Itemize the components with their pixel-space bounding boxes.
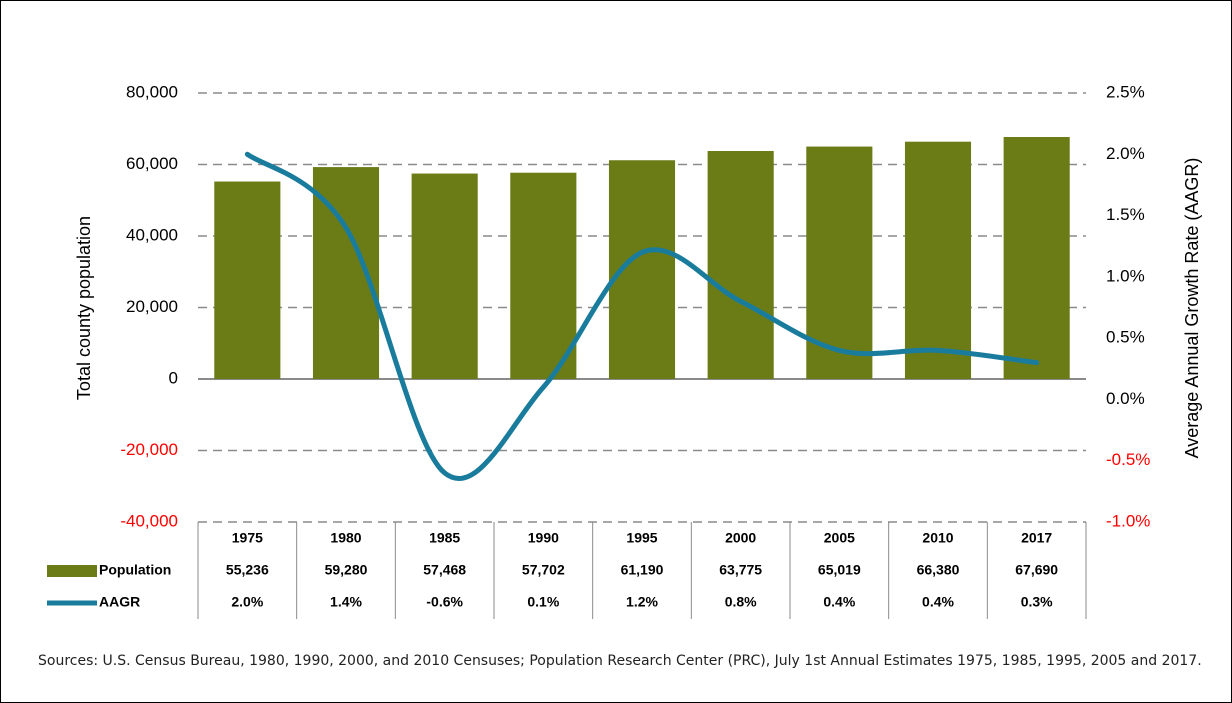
source-note: Sources: U.S. Census Bureau, 1980, 1990,… bbox=[38, 653, 1202, 669]
bar bbox=[411, 173, 478, 379]
table-value: 0.1% bbox=[527, 594, 559, 610]
y2-tick-label: 2.5% bbox=[1106, 82, 1145, 101]
x-tick-label: 1990 bbox=[528, 530, 559, 546]
table-value: 1.2% bbox=[626, 594, 658, 610]
y2-tick-label: 2.0% bbox=[1106, 144, 1145, 163]
table-value: 61,190 bbox=[621, 562, 664, 578]
y-axis-title: Total county population bbox=[74, 216, 94, 400]
table-value: 0.4% bbox=[922, 594, 954, 610]
bar bbox=[707, 151, 774, 379]
y-tick-label: -40,000 bbox=[120, 511, 178, 530]
bar bbox=[1003, 137, 1070, 379]
table-value: 1.4% bbox=[330, 594, 362, 610]
x-tick-label: 1985 bbox=[429, 530, 460, 546]
chart: Total county population Average Annual G… bbox=[47, 82, 1202, 619]
table-value: 55,236 bbox=[226, 562, 269, 578]
y-tick-label: 80,000 bbox=[126, 82, 178, 101]
x-tick-label: 2010 bbox=[922, 530, 953, 546]
y-tick-label: 40,000 bbox=[126, 225, 178, 244]
table-value: 66,380 bbox=[917, 562, 960, 578]
table-value: 67,690 bbox=[1015, 562, 1058, 578]
x-tick-label: 2000 bbox=[725, 530, 756, 546]
table-value: 0.4% bbox=[823, 594, 855, 610]
x-tick-label: 1980 bbox=[330, 530, 361, 546]
y2-tick-label: 1.5% bbox=[1106, 205, 1145, 224]
y2-tick-label: -0.5% bbox=[1106, 450, 1150, 469]
bar bbox=[904, 141, 972, 379]
table-value: 59,280 bbox=[325, 562, 368, 578]
bar bbox=[214, 181, 281, 379]
table-value: 65,019 bbox=[818, 562, 861, 578]
x-tick-label: 1995 bbox=[626, 530, 657, 546]
bar bbox=[510, 172, 577, 379]
table-value: 57,702 bbox=[522, 562, 565, 578]
y2-tick-label: 0.5% bbox=[1106, 328, 1145, 347]
x-tick-label: 2017 bbox=[1021, 530, 1052, 546]
legend-label: Population bbox=[99, 562, 171, 578]
table-value: -0.6% bbox=[426, 594, 463, 610]
y-tick-label: 60,000 bbox=[126, 154, 178, 173]
table-value: 0.8% bbox=[725, 594, 757, 610]
legend-label: AAGR bbox=[99, 594, 140, 610]
y2-tick-label: 0.0% bbox=[1106, 389, 1145, 408]
table-value: 57,468 bbox=[423, 562, 466, 578]
y-tick-label: 20,000 bbox=[126, 297, 178, 316]
table-value: 2.0% bbox=[231, 594, 263, 610]
x-tick-label: 2005 bbox=[824, 530, 855, 546]
y2-tick-label: 1.0% bbox=[1106, 266, 1145, 285]
x-tick-label: 1975 bbox=[232, 530, 263, 546]
y-tick-label: -20,000 bbox=[120, 440, 178, 459]
y2-axis-title: Average Annual Growth Rate (AAGR) bbox=[1182, 158, 1202, 459]
table-value: 63,775 bbox=[719, 562, 762, 578]
y-tick-label: 0 bbox=[169, 368, 178, 387]
y2-tick-label: -1.0% bbox=[1106, 511, 1150, 530]
table-value: 0.3% bbox=[1021, 594, 1053, 610]
line bbox=[244, 151, 1040, 481]
legend-swatch bbox=[47, 565, 97, 577]
